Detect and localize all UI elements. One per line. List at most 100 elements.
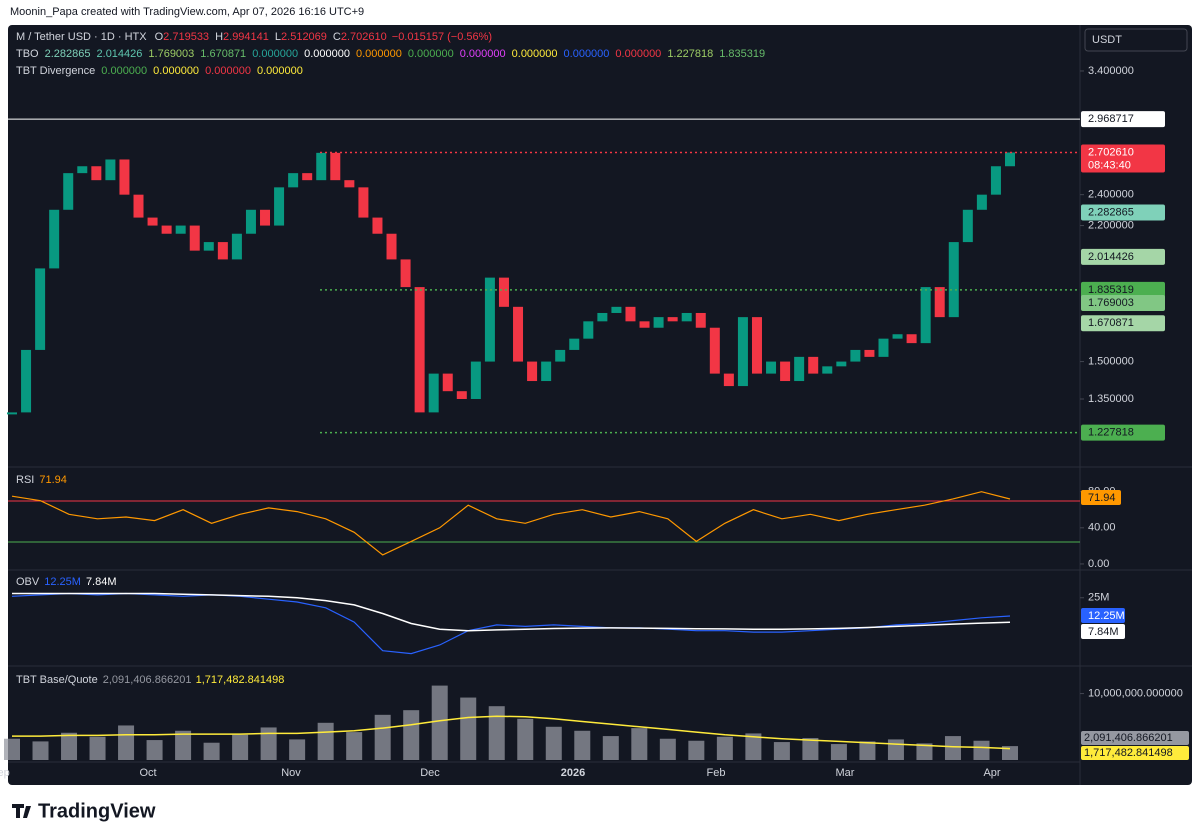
volume-bar [545,726,562,760]
candle [766,361,777,374]
volume-bar [859,741,876,760]
volume-bar [745,733,762,760]
candle [386,233,397,260]
candle [625,306,636,322]
obv-value-box [1081,608,1125,623]
candle [583,321,594,339]
volume-bar [175,730,192,760]
candle [611,306,622,313]
candle [794,356,805,382]
candle [203,242,214,251]
indicator-value: 0.000000 [304,48,350,60]
indicator-name: OBV [16,576,40,588]
candle [91,166,102,181]
volume-bar [773,742,790,760]
volume-bar [688,740,705,760]
volume-bar [260,727,277,760]
candle [470,361,481,399]
brand: TradingView [38,800,156,822]
candle [302,173,313,181]
candle [344,180,355,188]
candle [414,287,425,413]
candle [274,187,285,226]
change: −0.015157 (−0.56%) [392,31,492,43]
candle [555,349,566,362]
y-tick-label: 2.200000 [1088,219,1134,231]
brand-logo [12,804,31,818]
candle [77,166,88,174]
candle [990,166,1001,195]
obv-value: 7.84M [1088,626,1119,638]
volume-bar [403,710,420,760]
ohlc-value: 2.719533 [163,31,209,43]
price-label-box [1081,315,1165,332]
candle [1005,152,1015,167]
price-label-box [1081,294,1165,311]
volume-bar [944,736,961,760]
volume-bar [659,738,676,760]
candle [330,152,341,181]
volume-bar [802,738,819,760]
candle [541,361,552,382]
volume-bar [346,732,363,760]
indicator-value: 2.014426 [97,48,143,60]
candle [920,287,931,344]
logo-mark [23,806,31,818]
candle [484,277,495,362]
indicator-name: TBO [16,48,39,60]
price-label: 1.670871 [1088,317,1134,329]
candle [976,194,987,210]
indicator-value: 0.000000 [615,48,661,60]
rsi-value-box [1081,490,1121,505]
indicator-value: 0.000000 [101,65,147,77]
candle [7,412,17,415]
candle [653,317,664,328]
candle [428,373,439,413]
candle [358,187,369,218]
candle [723,373,734,387]
rsi-value: 71.94 [1088,492,1116,504]
candle [498,277,509,307]
price-label-box [1081,281,1165,298]
indicator-value: 1.227818 [667,48,713,60]
volume-bar [317,722,334,760]
candle [161,225,172,234]
obv-value: 12.25M [1088,610,1125,622]
candle [878,338,889,357]
symbol: M / Tether USD · 1D · HTX [16,31,147,43]
legend-line: TBO 2.282865 2.014426 1.769003 1.670871 0.000… [16,48,765,60]
volume-bar [460,697,477,760]
currency-box[interactable] [1084,28,1188,52]
candle [49,209,60,269]
indicator-value: 0.000000 [252,48,298,60]
candle [709,327,720,374]
candle [231,233,242,260]
candle [780,361,791,382]
indicator-value: 0.000000 [205,65,251,77]
candle [456,391,467,399]
candle [175,225,186,234]
price-label-box [1081,248,1165,265]
candle [288,173,299,188]
chart-background [8,25,1192,785]
y-tick-label: 25M [1088,592,1109,604]
price-label-box [1081,144,1165,173]
volume-bar [916,743,933,760]
candle [189,225,200,251]
volume-bar [232,734,249,760]
candle [681,312,692,322]
indicator-value: 0.000000 [257,65,303,77]
candle [147,217,158,226]
price-label-box [1081,424,1165,441]
volume-bar [431,685,448,760]
indicator-value: 2.282865 [45,48,91,60]
candle [850,349,861,362]
indicator-value: 0.000000 [153,65,199,77]
indicator-value: 1.835319 [719,48,765,60]
y-tick-label: 3.400000 [1088,65,1134,77]
indicator-name: TBT Divergence [16,65,95,77]
volume-ma-line [12,715,1011,750]
volume-bar [374,714,391,760]
candle [105,159,116,181]
